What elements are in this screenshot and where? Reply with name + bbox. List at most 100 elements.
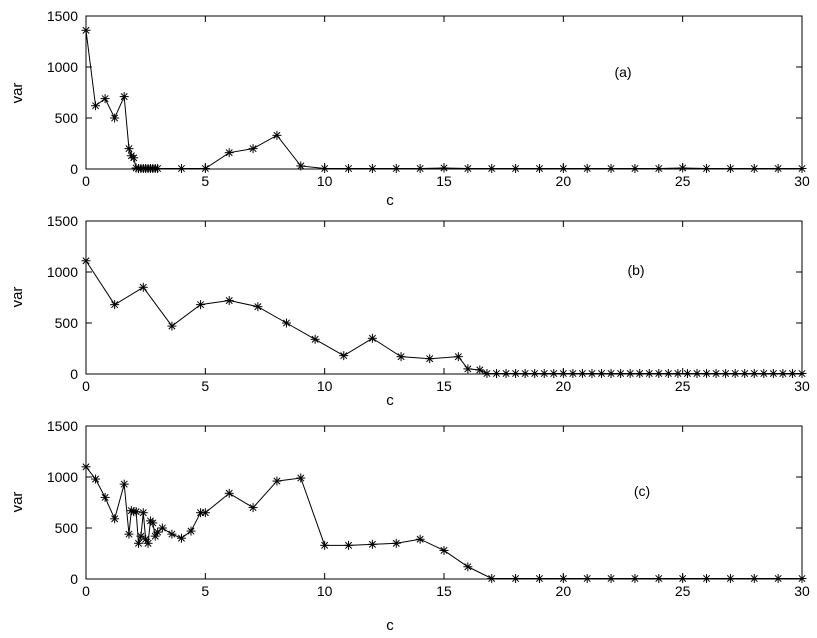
marker-stroke: [578, 369, 586, 378]
marker-stroke: [636, 369, 644, 378]
marker-stroke: [569, 369, 577, 378]
data-point: [673, 368, 683, 378]
data-point: [511, 573, 521, 583]
data-point: [224, 488, 234, 498]
x-tick-label: 0: [82, 378, 90, 394]
marker-stroke: [750, 164, 758, 173]
data-point: [702, 368, 712, 378]
data-point: [511, 368, 521, 378]
data-point: [167, 529, 177, 539]
marker-stroke: [683, 369, 691, 378]
data-point: [654, 368, 664, 378]
marker-stroke: [426, 355, 434, 363]
x-tick-label: 15: [436, 173, 452, 189]
y-tick-label: 500: [55, 520, 79, 536]
marker-stroke: [158, 524, 166, 532]
marker-stroke: [488, 164, 496, 173]
data-point: [520, 368, 530, 378]
marker-stroke: [154, 164, 162, 173]
marker-stroke: [82, 463, 90, 471]
marker-stroke: [201, 509, 209, 517]
data-point: [487, 163, 497, 173]
data-point: [391, 538, 401, 548]
y-axis-label: var: [9, 287, 26, 308]
y-tick-label: 500: [55, 110, 79, 126]
data-point: [136, 531, 146, 541]
data-point: [124, 529, 134, 539]
x-tick-label: 30: [794, 583, 810, 599]
y-tick-label: 0: [70, 366, 78, 382]
y-axis-label: var: [9, 83, 26, 104]
data-point: [606, 573, 616, 583]
marker-stroke: [559, 369, 567, 378]
marker-stroke: [631, 164, 639, 173]
marker-stroke: [583, 574, 591, 583]
data-point: [606, 368, 616, 378]
data-point: [310, 334, 320, 344]
marker-stroke: [655, 574, 663, 583]
marker-stroke: [225, 149, 233, 157]
marker-stroke: [137, 532, 145, 540]
data-point: [134, 538, 144, 548]
marker-stroke: [722, 369, 730, 378]
y-tick-label: 1000: [47, 469, 78, 485]
data-point: [186, 526, 196, 536]
data-point: [597, 368, 607, 378]
marker-stroke: [483, 369, 491, 378]
data-point: [320, 540, 330, 550]
data-point: [654, 163, 664, 173]
data-point: [778, 368, 788, 378]
data-point: [539, 368, 549, 378]
data-point: [534, 163, 544, 173]
marker-stroke: [101, 493, 109, 501]
data-point: [138, 282, 148, 292]
x-tick-label: 5: [201, 378, 209, 394]
marker-stroke: [655, 164, 663, 173]
data-point: [224, 148, 234, 158]
data-point: [582, 163, 592, 173]
x-tick-label: 5: [201, 173, 209, 189]
data-point: [773, 163, 783, 173]
data-point: [396, 352, 406, 362]
data-point: [768, 368, 778, 378]
data-point: [797, 163, 807, 173]
data-point: [200, 508, 210, 518]
data-point: [558, 163, 568, 173]
marker-stroke: [750, 574, 758, 583]
marker-stroke: [82, 257, 90, 265]
data-point: [678, 163, 688, 173]
marker-stroke: [559, 164, 567, 173]
marker-stroke: [702, 574, 711, 583]
data-point: [463, 562, 473, 572]
data-point: [654, 573, 664, 583]
data-point: [606, 163, 616, 173]
marker-stroke: [134, 539, 143, 547]
data-point: [511, 163, 521, 173]
x-tick-label: 20: [556, 583, 572, 599]
marker-stroke: [168, 530, 176, 538]
marker-stroke: [344, 164, 353, 173]
data-point: [196, 300, 206, 310]
x-axis-label: c: [386, 192, 394, 209]
data-point: [344, 163, 354, 173]
marker-stroke: [655, 369, 663, 378]
x-tick-label: 25: [675, 378, 691, 394]
marker-stroke: [626, 369, 634, 378]
marker-stroke: [92, 475, 100, 483]
x-axis-label: c: [386, 617, 394, 634]
x-tick-label: 25: [675, 173, 691, 189]
data-point: [558, 368, 568, 378]
marker-stroke: [702, 369, 711, 378]
data-point: [110, 300, 120, 310]
data-point: [787, 368, 797, 378]
data-point: [453, 352, 463, 362]
data-point: [702, 163, 712, 173]
marker-stroke: [111, 301, 119, 309]
data-point: [587, 368, 597, 378]
marker-stroke: [779, 369, 787, 378]
marker-stroke: [607, 574, 615, 583]
data-point: [153, 163, 163, 173]
marker-stroke: [502, 369, 510, 378]
data-point: [415, 163, 425, 173]
marker-stroke: [149, 519, 157, 527]
